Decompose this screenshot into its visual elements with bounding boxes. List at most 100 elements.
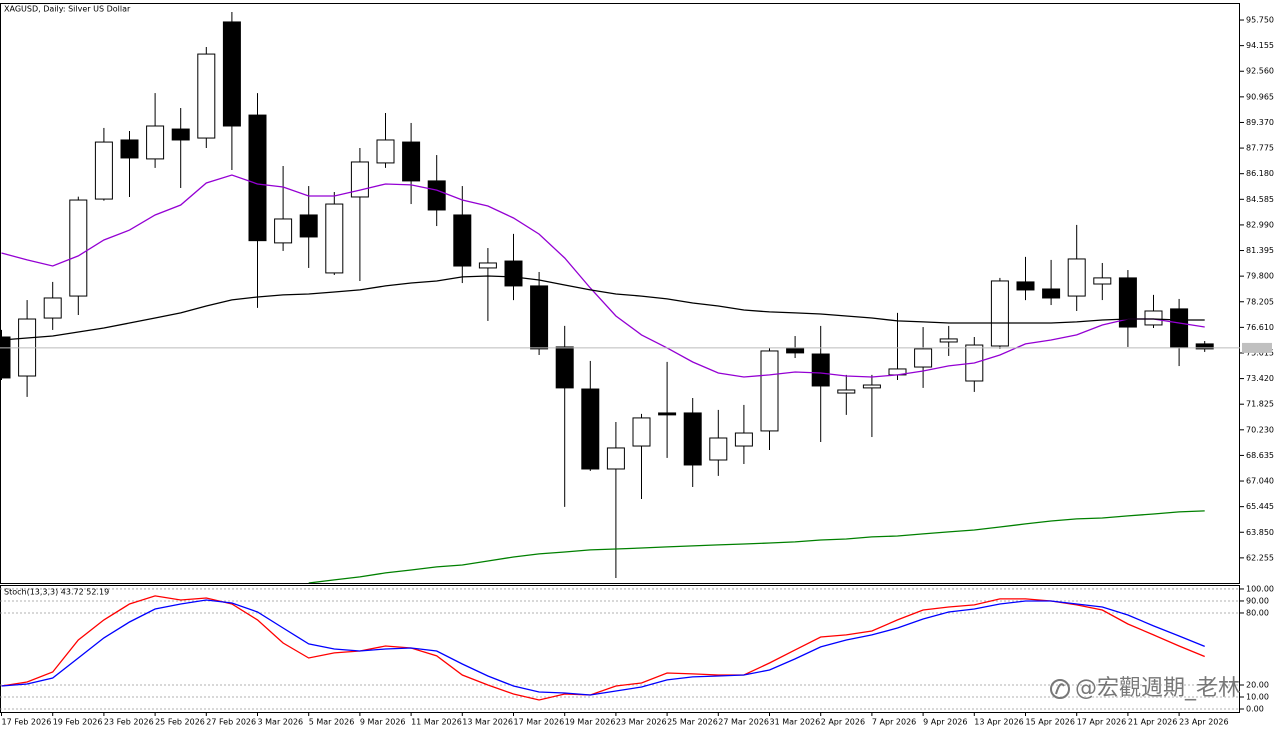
- candle-body: [146, 125, 165, 160]
- x-tick-label: 9 Apr 2026: [923, 718, 967, 727]
- x-tick-label: 13 Apr 2026: [974, 718, 1023, 727]
- y-tick-label: 65.445: [1246, 502, 1274, 511]
- candle-body: [811, 353, 830, 387]
- y-tick-label: 78.205: [1246, 297, 1274, 306]
- candle-body: [530, 285, 549, 350]
- x-tick-label: 19 Feb 2026: [53, 718, 103, 727]
- candle-body: [914, 348, 933, 368]
- x-tick-label: 5 Mar 2026: [309, 718, 355, 727]
- candle-body: [69, 199, 88, 297]
- x-tick-label: 19 Mar 2026: [565, 718, 616, 727]
- y-tick-label: 81.395: [1246, 246, 1274, 255]
- y-tick-label: 73.420: [1246, 374, 1274, 383]
- candle-body: [94, 141, 113, 200]
- candle-body: [862, 384, 881, 389]
- x-tick-label: 23 Mar 2026: [616, 718, 667, 727]
- candle-body: [350, 161, 369, 198]
- stoch-pane: [0, 585, 1240, 713]
- indicator-line: [1, 275, 1205, 341]
- y-tick-label: 90.00: [1246, 596, 1269, 605]
- candle-body: [786, 347, 805, 354]
- y-tick-label: 71.825: [1246, 400, 1274, 409]
- y-tick-label: 92.560: [1246, 67, 1274, 76]
- x-tick-label: 27 Mar 2026: [718, 718, 769, 727]
- x-tick-label: 15 Apr 2026: [1026, 718, 1075, 727]
- y-tick-label: 94.155: [1246, 41, 1274, 50]
- indicator-line: [1, 599, 1205, 696]
- candle-body: [427, 180, 446, 211]
- y-tick-label: 90.965: [1246, 92, 1274, 101]
- candle-body: [709, 437, 728, 461]
- candle-body: [1170, 308, 1189, 348]
- main-plot: [0, 11, 1240, 583]
- y-tick-label: 87.775: [1246, 144, 1274, 153]
- y-tick-label: 62.255: [1246, 553, 1274, 562]
- candle-body: [222, 21, 241, 127]
- x-tick-label: 3 Mar 2026: [258, 718, 304, 727]
- candle-body: [171, 128, 190, 141]
- candle-body: [197, 53, 216, 139]
- candle-body: [1093, 277, 1112, 285]
- axes: 95.750 94.155 92.560 90.965 89.370 87.775 86.1…: [1, 16, 1274, 727]
- x-tick-label: 21 Apr 2026: [1128, 718, 1177, 727]
- candle-body: [606, 447, 625, 470]
- x-tick-label: 11 Mar 2026: [411, 718, 462, 727]
- candle-body: [299, 214, 318, 238]
- x-tick-label: 17 Feb 2026: [2, 718, 52, 727]
- y-tick-label: 82.990: [1246, 220, 1274, 229]
- candle-body: [1067, 258, 1086, 297]
- candle-body: [658, 412, 677, 416]
- candle-body: [990, 280, 1009, 347]
- candle-body: [1195, 343, 1214, 350]
- x-tick-label: 31 Mar 2026: [770, 718, 821, 727]
- y-tick-label: 20.00: [1246, 680, 1269, 689]
- watermark: @宏觀週期_老林: [1075, 676, 1240, 701]
- candle-body: [248, 114, 267, 242]
- y-tick-label: 10.00: [1246, 692, 1269, 701]
- x-tick-label: 23 Feb 2026: [104, 718, 154, 727]
- candle-body: [760, 350, 779, 432]
- candle-body: [274, 218, 293, 244]
- candle-body: [1144, 310, 1163, 326]
- x-tick-label: 25 Feb 2026: [155, 718, 205, 727]
- y-tick-label: 84.585: [1246, 195, 1274, 204]
- x-tick-label: 17 Mar 2026: [514, 718, 565, 727]
- candle-body: [683, 412, 702, 466]
- indicator-line: [308, 510, 1205, 583]
- y-tick-label: 63.850: [1246, 528, 1274, 537]
- y-tick-label: 68.635: [1246, 451, 1274, 460]
- x-tick-label: 25 Mar 2026: [667, 718, 718, 727]
- indicator-line: [1, 595, 1205, 701]
- candle-body: [478, 262, 497, 269]
- candle-body: [734, 432, 753, 447]
- candle-body: [453, 214, 472, 267]
- indicator-line: [1, 174, 1205, 378]
- x-tick-label: 13 Mar 2026: [462, 718, 513, 727]
- stoch-plot: [0, 588, 1240, 710]
- candle-body: [555, 346, 574, 389]
- candle-body: [504, 260, 523, 287]
- y-tick-label: 100.00: [1246, 584, 1274, 593]
- x-tick-label: 2 Apr 2026: [821, 718, 865, 727]
- x-tick-label: 7 Apr 2026: [872, 718, 916, 727]
- y-tick-label: 0.00: [1246, 704, 1264, 713]
- x-tick-label: 27 Feb 2026: [206, 718, 256, 727]
- y-tick-label: 67.040: [1246, 477, 1274, 486]
- y-tick-label: 76.610: [1246, 323, 1274, 332]
- y-tick-label: 75.015: [1246, 348, 1274, 357]
- y-tick-label: 89.370: [1246, 118, 1274, 127]
- candle-body: [632, 417, 651, 447]
- indicator-title: Stoch(13,3,3) 43.72 52.19: [4, 588, 109, 597]
- candle-body: [939, 338, 958, 343]
- x-tick-label: 17 Apr 2026: [1077, 718, 1126, 727]
- chart-title: XAGUSD, Daily: Silver US Dollar: [4, 5, 131, 14]
- candle-body: [0, 336, 11, 379]
- y-tick-label: 95.750: [1246, 16, 1274, 25]
- candle-body: [402, 141, 421, 182]
- y-tick-label: 70.230: [1246, 425, 1274, 434]
- candle-body: [1016, 281, 1035, 291]
- y-tick-label: 80.00: [1246, 608, 1269, 617]
- y-tick-label: 86.180: [1246, 169, 1274, 178]
